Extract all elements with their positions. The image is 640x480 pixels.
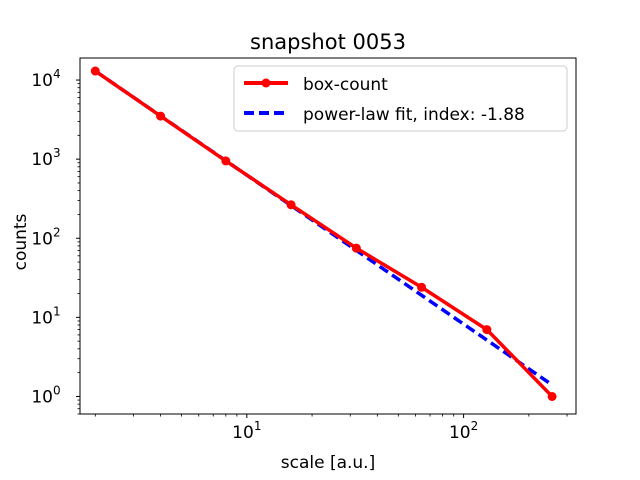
- y-tick-label: 103: [31, 146, 60, 170]
- plot-frame: [79, 57, 577, 415]
- legend-label-box-count: box-count: [303, 75, 388, 95]
- y-tick-label: 104: [31, 67, 60, 91]
- y-axis-label: counts: [11, 213, 31, 270]
- axis-ticks: 101 102 100 101 102 103 104: [31, 67, 568, 443]
- y-tick-label: 100: [31, 383, 60, 407]
- chart-title: snapshot 0053: [250, 30, 406, 54]
- legend-box: [233, 65, 568, 132]
- series-line-box-count: [94, 69, 554, 398]
- data-point: [156, 111, 166, 121]
- x-tick-label: 102: [449, 419, 478, 443]
- legend-label-power-law-fit: power-law fit, index: -1.88: [303, 105, 525, 125]
- data-point: [482, 325, 492, 335]
- plot-area: [90, 66, 557, 401]
- legend-marker-box-count: [261, 78, 271, 88]
- x-axis-label: scale [a.u.]: [281, 453, 375, 473]
- data-point: [90, 66, 100, 76]
- y-tick-label: 101: [31, 304, 60, 328]
- data-point: [351, 243, 361, 253]
- legend: box-count power-law fit, index: -1.88: [233, 65, 568, 132]
- data-point: [286, 200, 296, 210]
- data-point: [547, 391, 557, 401]
- data-point: [221, 156, 231, 166]
- x-tick-label: 101: [232, 419, 261, 443]
- y-tick-label: 102: [31, 225, 60, 249]
- data-point: [417, 282, 427, 292]
